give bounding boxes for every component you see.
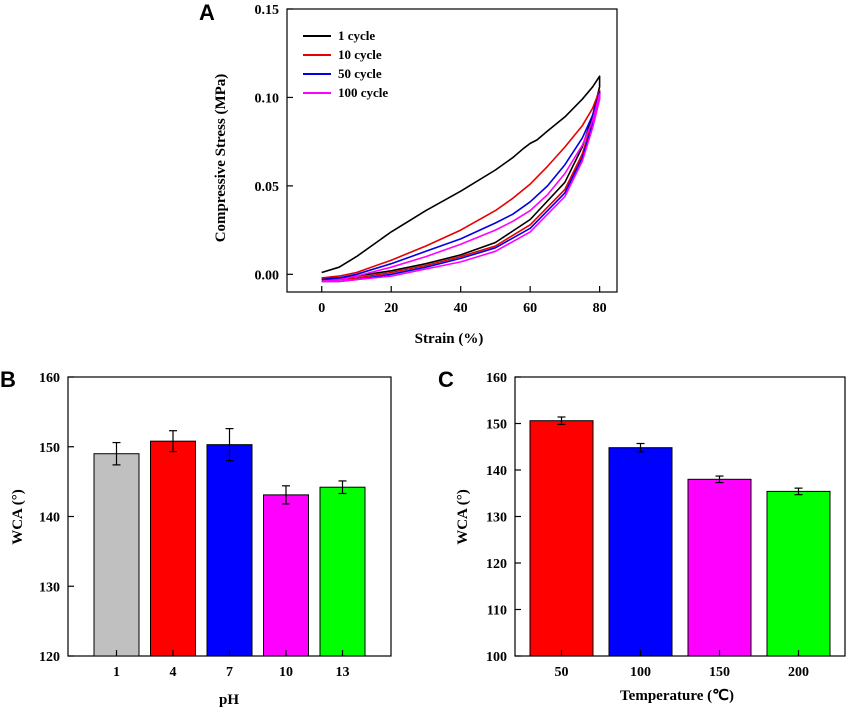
panel-b-x-axis-title: pH (219, 692, 239, 708)
panel-a-series-line-3 (321, 91, 601, 283)
panel-b-y-tick-label: 140 (39, 511, 60, 526)
panel-c-x-tick-label: 100 (630, 665, 651, 680)
panel-a-y-tick-label: 0.15 (255, 3, 280, 18)
panel-b-x-tick-label: 13 (336, 665, 350, 680)
panel-a-x-axis-title: Strain (%) (415, 331, 484, 347)
panel-b-y-tick-label: 120 (39, 650, 60, 665)
panel-c-x-tick-label: 50 (555, 665, 569, 680)
panel-a-legend: 1 cycle 10 cycle 50 cycle 100 cycle (303, 28, 388, 100)
panel-c-y-tick-label: 130 (486, 511, 507, 526)
panel-a-y-axis-title: Compressive Stress (MPa) (213, 74, 229, 243)
panel-b-letter: B (0, 367, 16, 392)
panel-a-x-ticks: 0 20 40 60 80 (318, 286, 607, 316)
panel-c: C 100 110 120 130 140 150 160 50 100 150 200 Temp… (438, 367, 846, 704)
panel-b-y-axis-title: WCA (°) (10, 489, 26, 545)
panel-b-bar-1 (93, 453, 140, 657)
panel-c-y-axis-title: WCA (°) (455, 489, 471, 545)
panel-b-x-tick-label: 1 (113, 665, 120, 680)
panel-c-bar-50 (529, 420, 594, 657)
panel-a-series-line-1 (321, 75, 601, 279)
panel-a-x-tick-label: 20 (384, 301, 398, 316)
panel-c-letter: C (438, 367, 454, 392)
panel-c-y-tick-label: 120 (486, 557, 507, 572)
panel-a-legend-label-2: 10 cycle (338, 47, 382, 62)
panel-b-bar-13 (319, 486, 366, 657)
panel-c-x-axis-title: Temperature (℃) (620, 688, 734, 704)
panel-a-curves (321, 75, 601, 283)
panel-a-plot-frame (286, 8, 618, 293)
panel-b-y-tick-label: 160 (39, 371, 60, 386)
panel-b-bar-10 (263, 494, 309, 657)
panel-c-y-tick-label: 100 (486, 650, 507, 665)
panel-a-y-ticks: 0.00 0.05 0.10 0.15 (255, 3, 293, 283)
panel-a-legend-label-1: 1 cycle (338, 28, 375, 43)
panel-b-y-ticks: 120 130 140 150 160 (39, 371, 74, 665)
panel-c-x-tick-label: 200 (788, 665, 809, 680)
panel-c-x-tick-label: 150 (709, 665, 730, 680)
panel-c-bars: 50 100 150 200 (529, 416, 831, 680)
panel-a-legend-label-4: 100 cycle (338, 85, 388, 100)
panel-b-x-tick-label: 7 (226, 665, 233, 680)
panel-a-y-tick-label: 0.05 (255, 180, 280, 195)
panel-a-legend-label-3: 50 cycle (338, 66, 382, 81)
panel-a: A 0 20 40 60 80 0.00 0.05 0.10 0.15 1 cycle 10 c… (199, 0, 618, 347)
panel-a-x-tick-label: 0 (318, 301, 325, 316)
panel-a-series-line-4 (321, 93, 601, 283)
panel-a-letter: A (199, 0, 215, 25)
panel-a-y-tick-label: 0.10 (255, 91, 280, 106)
panel-c-y-ticks: 100 110 120 130 140 150 160 (486, 371, 521, 665)
panel-a-x-tick-label: 40 (454, 301, 468, 316)
panel-c-y-tick-label: 140 (486, 464, 507, 479)
panel-b: B 120 130 140 150 160 1 4 7 10 13 pH WCA (°) (0, 367, 392, 708)
panel-b-x-tick-label: 4 (170, 665, 177, 680)
panel-b-y-tick-label: 150 (39, 441, 60, 456)
panel-a-x-tick-label: 80 (593, 301, 607, 316)
panel-c-y-tick-label: 110 (487, 604, 507, 619)
panel-a-x-tick-label: 60 (523, 301, 537, 316)
panel-c-y-tick-label: 160 (486, 371, 507, 386)
panel-a-series-line-2 (321, 89, 601, 281)
panel-b-bar-4 (150, 440, 196, 657)
panel-b-bars: 1 4 7 10 13 (93, 428, 366, 680)
panel-b-y-tick-label: 130 (39, 580, 60, 595)
panel-c-bar-150 (687, 478, 752, 657)
panel-a-y-tick-label: 0.00 (255, 268, 280, 283)
panel-c-y-tick-label: 150 (486, 418, 507, 433)
panel-b-x-tick-label: 10 (279, 665, 293, 680)
panel-b-bar-7 (206, 444, 253, 657)
panel-c-bar-200 (766, 490, 831, 657)
panel-c-bar-100 (608, 447, 673, 657)
